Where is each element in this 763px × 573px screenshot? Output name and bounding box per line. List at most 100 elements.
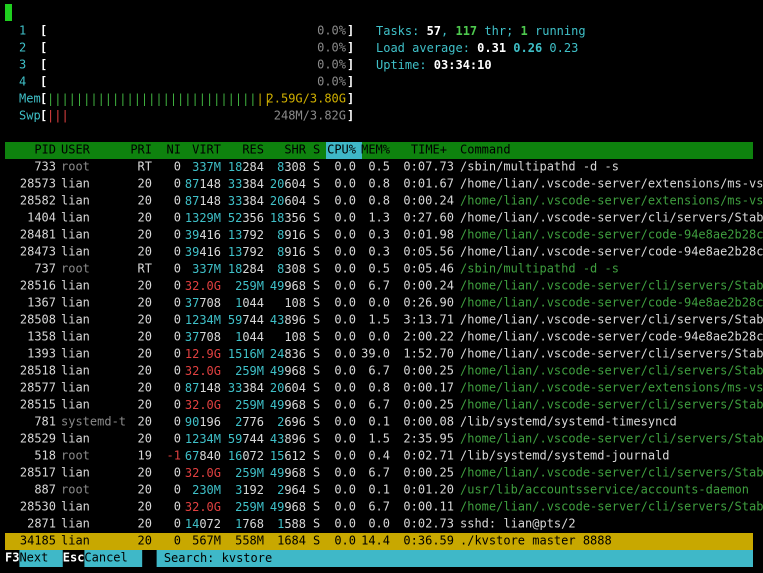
cell-virt[interactable]: 567M <box>192 534 221 548</box>
cell-pri[interactable]: 20 <box>138 296 152 310</box>
column-header[interactable]: NI <box>167 143 181 157</box>
cell-res[interactable]: 259M <box>235 466 264 480</box>
cell-shr[interactable]: 2696 <box>277 415 306 429</box>
cell-time[interactable]: 0:01.20 <box>403 483 454 497</box>
cell-pid[interactable]: 28515 <box>20 398 56 412</box>
cell-res[interactable]: 13792 <box>228 245 264 259</box>
cell-pid[interactable]: 28530 <box>20 500 56 514</box>
cell-pri[interactable]: 20 <box>138 228 152 242</box>
cell-time[interactable]: 0:05.46 <box>403 262 454 276</box>
cell-s[interactable]: S <box>313 415 320 429</box>
cell-mem[interactable]: 6.7 <box>368 500 390 514</box>
column-header[interactable]: VIRT <box>192 143 221 157</box>
cell-shr[interactable]: 18356 <box>270 211 306 225</box>
cell-ni[interactable]: 0 <box>174 432 181 446</box>
cell-virt[interactable]: 337M <box>192 160 221 174</box>
cell-user[interactable]: root <box>61 483 90 497</box>
cell-command[interactable]: /home/lian/.vscode-server/code-94e8ae2b2… <box>460 245 763 259</box>
cell-mem[interactable]: 6.7 <box>368 398 390 412</box>
cell-ni[interactable]: 0 <box>174 262 181 276</box>
cell-shr[interactable]: 49968 <box>270 466 306 480</box>
cell-user[interactable]: lian <box>61 296 90 310</box>
cell-user[interactable]: lian <box>61 517 90 531</box>
cell-shr[interactable]: 108 <box>284 330 306 344</box>
column-header[interactable]: CPU% <box>327 143 357 157</box>
cell-pid[interactable]: 1393 <box>27 347 56 361</box>
cell-res[interactable]: 59744 <box>228 313 264 327</box>
cell-cpu[interactable]: 0.0 <box>334 347 356 361</box>
cell-ni[interactable]: 0 <box>174 160 181 174</box>
cell-s[interactable]: S <box>313 449 320 463</box>
cell-mem[interactable]: 0.5 <box>368 262 390 276</box>
column-header[interactable]: MEM% <box>361 143 391 157</box>
cell-time[interactable]: 0:00.17 <box>403 381 454 395</box>
cell-user[interactable]: lian <box>61 279 90 293</box>
column-header[interactable]: SHR <box>284 143 306 157</box>
cell-res[interactable]: 1768 <box>235 517 264 531</box>
cell-s[interactable]: S <box>313 228 320 242</box>
cell-pid[interactable]: 28508 <box>20 313 56 327</box>
cell-pid[interactable]: 28573 <box>20 177 56 191</box>
cell-command[interactable]: ./kvstore master 8888 <box>460 534 612 548</box>
cell-time[interactable]: 0:02.73 <box>403 517 454 531</box>
cell-ni[interactable]: -1 <box>167 449 181 463</box>
cell-ni[interactable]: 0 <box>174 296 181 310</box>
cell-virt[interactable]: 1234M <box>185 432 221 446</box>
cell-user[interactable]: lian <box>61 347 90 361</box>
cell-cpu[interactable]: 0.0 <box>334 194 356 208</box>
cell-virt[interactable]: 32.0G <box>185 364 221 378</box>
cell-user[interactable]: lian <box>61 466 90 480</box>
cell-shr[interactable]: 2964 <box>277 483 306 497</box>
cell-s[interactable]: S <box>313 466 320 480</box>
cell-command[interactable]: /home/lian/.vscode-server/extensions/ms-… <box>460 177 763 191</box>
cell-mem[interactable]: 1.5 <box>368 313 390 327</box>
cell-res[interactable]: 2776 <box>235 415 264 429</box>
cell-s[interactable]: S <box>313 296 320 310</box>
cell-cpu[interactable]: 0.0 <box>334 432 356 446</box>
cell-time[interactable]: 1:52.70 <box>403 347 454 361</box>
cell-time[interactable]: 0:00.25 <box>403 466 454 480</box>
cell-shr[interactable]: 20604 <box>270 381 306 395</box>
cell-s[interactable]: S <box>313 313 320 327</box>
cell-ni[interactable]: 0 <box>174 415 181 429</box>
column-header[interactable]: S <box>313 143 320 157</box>
cell-s[interactable]: S <box>313 381 320 395</box>
cell-time[interactable]: 0:05.56 <box>403 245 454 259</box>
cell-s[interactable]: S <box>313 279 320 293</box>
cell-pri[interactable]: RT <box>138 160 152 174</box>
cell-cpu[interactable]: 0.0 <box>334 398 356 412</box>
cell-pri[interactable]: 20 <box>138 466 152 480</box>
cell-ni[interactable]: 0 <box>174 330 181 344</box>
cell-shr[interactable]: 1588 <box>277 517 306 531</box>
cell-cpu[interactable]: 0.0 <box>334 466 356 480</box>
cell-pid[interactable]: 1404 <box>27 211 56 225</box>
cell-cpu[interactable]: 0.0 <box>334 500 356 514</box>
cell-s[interactable]: S <box>313 432 320 446</box>
cell-user[interactable]: lian <box>61 330 90 344</box>
cell-command[interactable]: /home/lian/.vscode-server/code-94e8ae2b2… <box>460 228 763 242</box>
cell-ni[interactable]: 0 <box>174 381 181 395</box>
cell-command[interactable]: sshd: lian@pts/2 <box>460 517 576 531</box>
cell-virt[interactable]: 39416 <box>185 228 221 242</box>
cell-mem[interactable]: 1.3 <box>368 211 390 225</box>
cell-cpu[interactable]: 0.0 <box>334 483 356 497</box>
cell-cpu[interactable]: 0.0 <box>334 296 356 310</box>
cell-res[interactable]: 33384 <box>228 381 264 395</box>
cell-virt[interactable]: 32.0G <box>185 398 221 412</box>
search-bar[interactable] <box>156 550 753 567</box>
cell-user[interactable]: lian <box>61 211 90 225</box>
cell-pri[interactable]: 20 <box>138 194 152 208</box>
cell-virt[interactable]: 90196 <box>185 415 221 429</box>
column-header[interactable]: RES <box>242 143 264 157</box>
cell-ni[interactable]: 0 <box>174 466 181 480</box>
cell-s[interactable]: S <box>313 330 320 344</box>
cell-pid[interactable]: 518 <box>34 449 56 463</box>
cell-command[interactable]: /home/lian/.vscode-server/extensions/ms-… <box>460 381 763 395</box>
cell-ni[interactable]: 0 <box>174 313 181 327</box>
cell-cpu[interactable]: 0.0 <box>334 330 356 344</box>
cell-s[interactable]: S <box>313 245 320 259</box>
cell-mem[interactable]: 0.0 <box>368 330 390 344</box>
cell-cpu[interactable]: 0.0 <box>334 160 356 174</box>
cell-cpu[interactable]: 0.0 <box>334 415 356 429</box>
cell-mem[interactable]: 1.5 <box>368 432 390 446</box>
